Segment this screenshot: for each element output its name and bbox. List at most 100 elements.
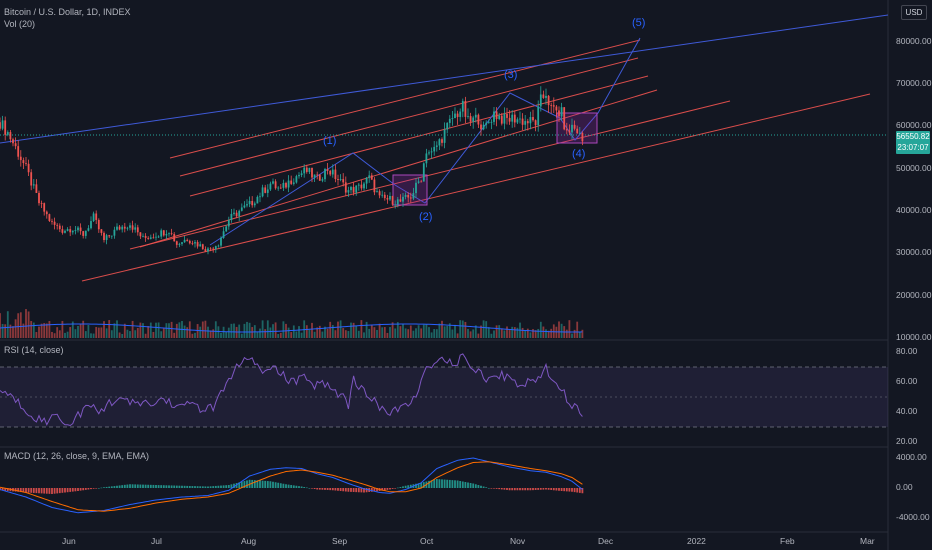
macd-histogram-bar bbox=[532, 488, 534, 491]
candle-body bbox=[123, 226, 126, 229]
volume-bar bbox=[568, 320, 571, 338]
volume-bar bbox=[503, 330, 506, 338]
candle-body bbox=[581, 132, 584, 142]
candle-body bbox=[121, 226, 124, 230]
volume-bar bbox=[246, 321, 248, 338]
volume-bar bbox=[269, 327, 272, 338]
candle-body bbox=[152, 237, 155, 239]
price-axis-tick: 50000.00 bbox=[896, 162, 932, 173]
candle-body bbox=[290, 180, 293, 184]
macd-histogram-bar bbox=[113, 486, 116, 488]
volume-bar bbox=[30, 321, 33, 338]
macd-histogram-bar bbox=[175, 485, 178, 488]
candle-body bbox=[38, 192, 40, 204]
candle-body bbox=[542, 94, 545, 98]
volume-bar bbox=[157, 322, 160, 338]
candle-body bbox=[303, 167, 306, 174]
candle-body bbox=[194, 242, 196, 244]
candle-body bbox=[139, 232, 142, 237]
candle-body bbox=[576, 128, 579, 134]
volume-bar bbox=[266, 320, 269, 338]
candle-body bbox=[331, 169, 334, 175]
volume-bar bbox=[48, 321, 51, 338]
volume-bar bbox=[532, 329, 534, 338]
last-price: 56550.82 bbox=[896, 132, 930, 141]
macd-histogram-bar bbox=[165, 485, 168, 488]
volume-bar bbox=[565, 329, 568, 338]
candle-body bbox=[550, 105, 553, 106]
candle-body bbox=[487, 121, 490, 123]
volume-bar bbox=[53, 333, 56, 338]
macd-histogram-bar bbox=[519, 488, 521, 491]
macd-histogram-bar bbox=[121, 485, 124, 488]
macd-histogram-bar bbox=[459, 481, 462, 488]
macd-histogram-bar bbox=[456, 480, 459, 488]
candle-body bbox=[521, 118, 524, 125]
candle-body bbox=[282, 182, 285, 188]
volume-bar bbox=[357, 330, 360, 338]
volume-bar bbox=[407, 329, 410, 338]
candle-body bbox=[253, 203, 256, 206]
macd-histogram-bar bbox=[467, 482, 469, 488]
volume-bar bbox=[524, 330, 527, 338]
macd-histogram-bar bbox=[264, 480, 267, 488]
candle-body bbox=[532, 117, 534, 121]
macd-histogram-bar bbox=[25, 488, 27, 493]
volume-bar bbox=[123, 323, 126, 338]
volume-bar bbox=[498, 325, 501, 338]
volume-bar bbox=[64, 332, 66, 338]
volume-bar bbox=[506, 326, 508, 338]
macd-histogram-bar bbox=[17, 488, 20, 492]
candle-body bbox=[269, 183, 272, 190]
volume-bar bbox=[14, 319, 17, 338]
macd-histogram-bar bbox=[22, 488, 25, 493]
macd-histogram-bar bbox=[97, 488, 100, 489]
candle-body bbox=[495, 111, 498, 119]
candle-body bbox=[77, 227, 79, 231]
macd-histogram-bar bbox=[516, 488, 519, 491]
price-axis-tick: 40000.00 bbox=[896, 205, 932, 216]
candle-body bbox=[399, 199, 402, 202]
macd-histogram-bar bbox=[433, 479, 436, 488]
macd-histogram-bar bbox=[326, 488, 329, 490]
candle-body bbox=[136, 227, 139, 233]
candle-body bbox=[407, 194, 410, 198]
volume-bar bbox=[368, 328, 371, 338]
candle-body bbox=[212, 248, 215, 250]
candle-body bbox=[558, 110, 560, 117]
volume-bar bbox=[113, 323, 116, 338]
price-axis-tick: 80000.00 bbox=[896, 35, 932, 46]
volume-bar bbox=[581, 329, 584, 338]
macd-histogram-bar bbox=[116, 485, 118, 488]
volume-bar bbox=[204, 320, 207, 338]
volume-bar bbox=[467, 329, 469, 338]
candle-body bbox=[162, 230, 165, 236]
volume-bar bbox=[386, 332, 389, 338]
macd-histogram-bar bbox=[454, 480, 456, 488]
volume-bar bbox=[334, 330, 337, 338]
macd-histogram-bar bbox=[480, 485, 482, 488]
volume-bar bbox=[116, 320, 118, 338]
volume-indicator-label: Vol (20) bbox=[4, 19, 36, 29]
candle-body bbox=[378, 191, 381, 196]
candle-body bbox=[529, 117, 532, 124]
macd-histogram-bar bbox=[342, 488, 345, 492]
currency-button[interactable]: USD bbox=[901, 5, 927, 20]
macd-histogram-bar bbox=[428, 480, 430, 488]
macd-histogram-bar bbox=[451, 480, 454, 488]
macd-histogram-bar bbox=[469, 483, 472, 488]
wave-label-1: (1) bbox=[323, 135, 337, 147]
macd-histogram-bar bbox=[537, 488, 540, 490]
volume-bar bbox=[282, 321, 285, 338]
candle-body bbox=[396, 199, 399, 205]
macd-histogram-bar bbox=[259, 480, 261, 488]
candle-body bbox=[563, 107, 566, 130]
candle-body bbox=[108, 235, 111, 237]
volume-bar bbox=[378, 323, 381, 338]
macd-histogram-bar bbox=[279, 483, 282, 488]
rsi-axis-tick: 60.00 bbox=[896, 376, 918, 386]
macd-histogram-bar bbox=[404, 485, 407, 488]
candle-body bbox=[9, 132, 12, 140]
candle-body bbox=[482, 124, 485, 130]
